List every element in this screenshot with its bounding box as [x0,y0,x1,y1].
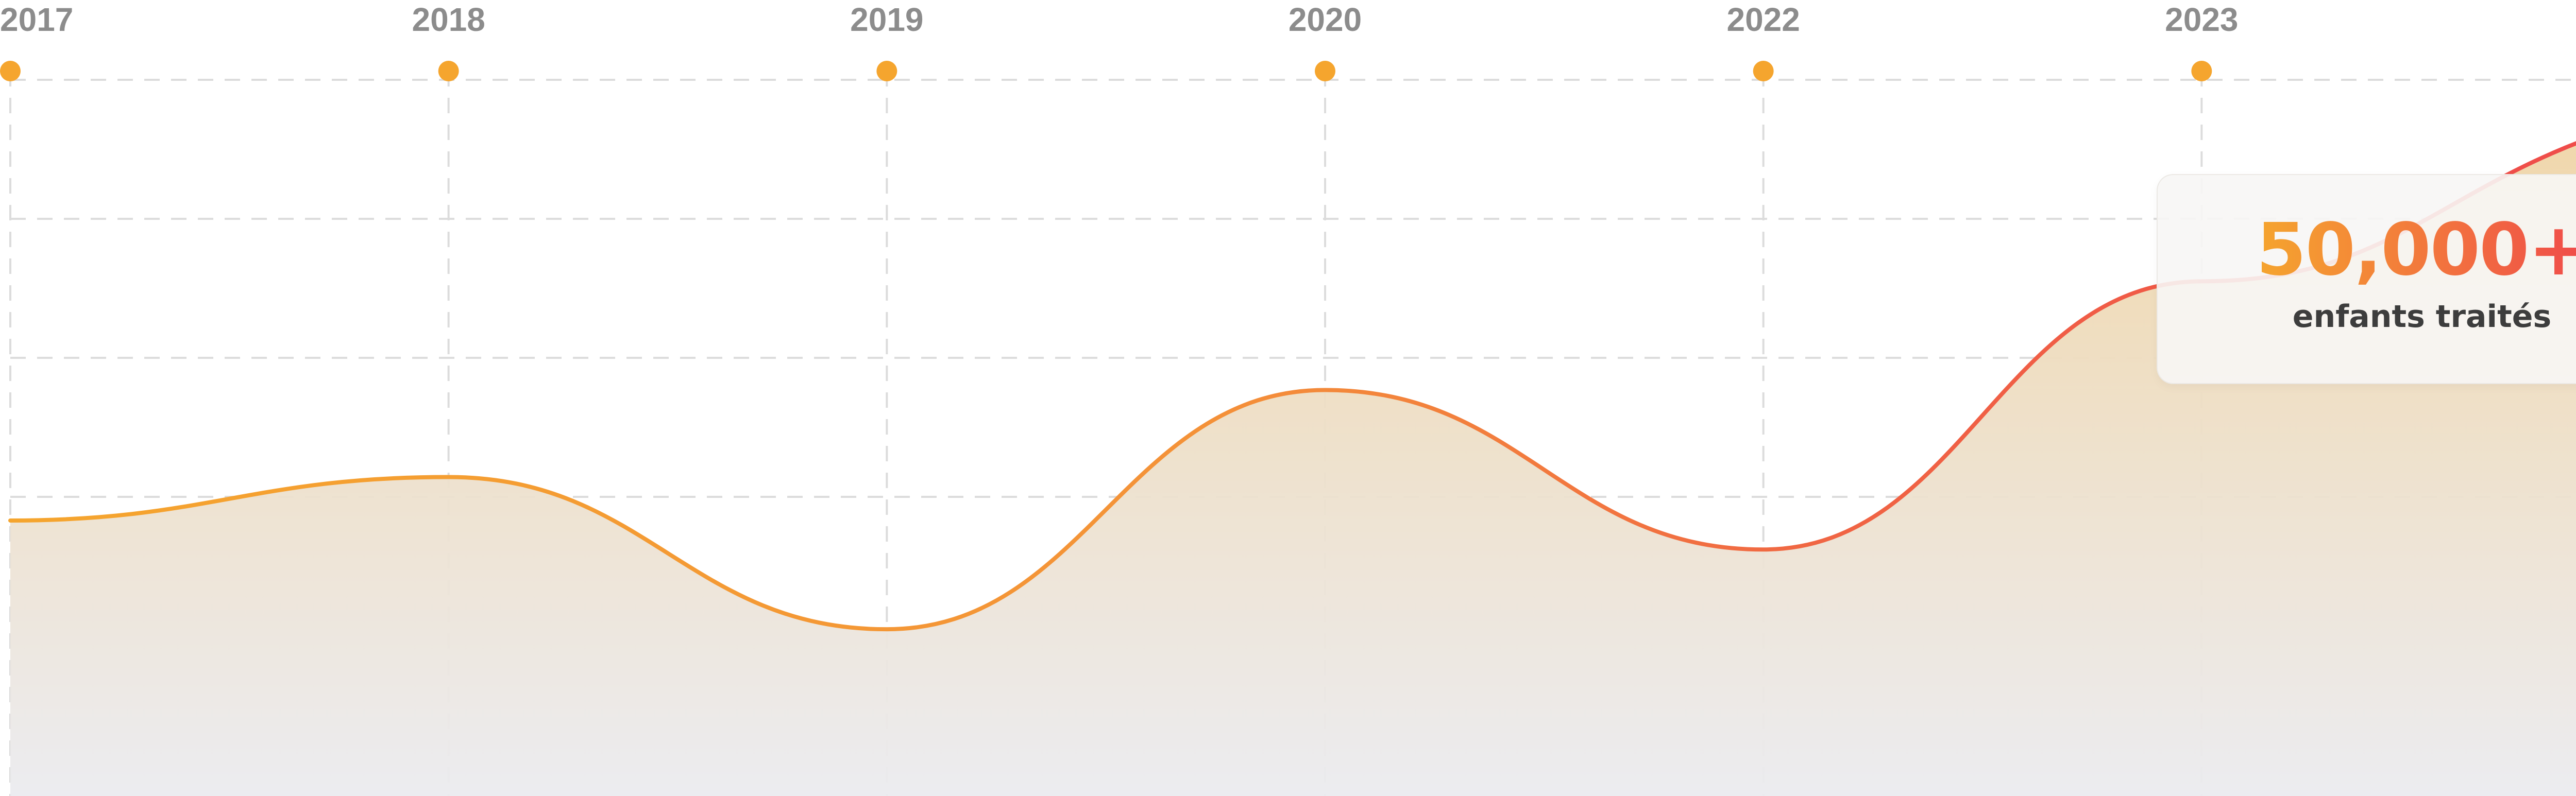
year-label-2022: 2022 [1726,1,1800,38]
highlight-value: 50,000+ [2256,214,2576,286]
year-label-2018: 2018 [412,1,485,38]
year-label-2020: 2020 [1289,1,1362,38]
year-label-2019: 2019 [850,1,923,38]
year-marker-2022 [1753,61,1774,81]
year-labels: 2017201820192020202220232024 [0,1,2576,38]
area-fill-shape [10,143,2576,796]
year-marker-2018 [438,61,459,81]
year-label-2023: 2023 [2165,1,2238,38]
area-fill [10,143,2576,796]
year-marker-2017 [0,61,21,81]
year-markers [0,61,2212,81]
year-marker-2023 [2191,61,2212,81]
highlight-callout: 50,000+ enfants traités [2157,174,2576,384]
year-label-2017: 2017 [0,1,73,38]
year-marker-2020 [1315,61,1335,81]
highlight-caption: enfants traités [2292,299,2552,335]
year-marker-2019 [876,61,897,81]
